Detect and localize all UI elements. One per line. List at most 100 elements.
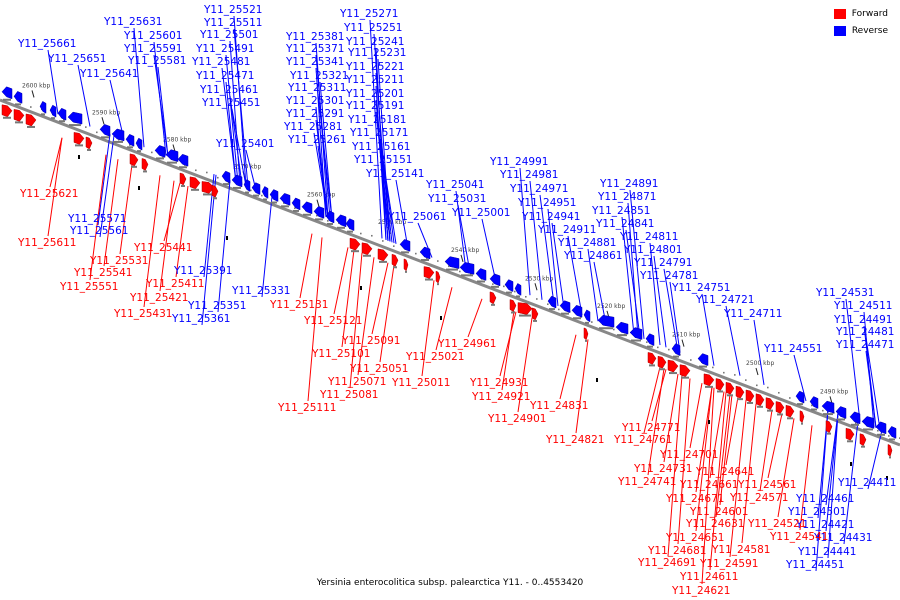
forward-gene [211,184,219,198]
reverse-leader [217,180,231,313]
forward-leader [119,164,133,255]
forward-leader [501,310,515,391]
gene-shadow [223,183,229,186]
forward-leader [767,413,783,479]
reverse-gene [795,390,805,404]
reverse-gene-label: Y11_24431 [813,532,872,544]
scale-dot [855,422,857,425]
forward-gene-label: Y11_24631 [685,518,744,530]
reverse-gene-label: Y11_25281 [283,121,342,133]
reverse-gene-label: Y11_24471 [835,339,894,351]
forward-gene [715,378,725,391]
scale-dot [756,384,758,387]
gene-shadow [393,266,397,269]
reverse-leader [867,429,883,490]
forward-gene-label: Y11_24901 [487,413,546,425]
reverse-leader [395,179,409,249]
reverse-gene-label: Y11_25311 [287,82,346,94]
reverse-gene [111,128,125,142]
gene-shadow [777,413,783,416]
forward-leader [715,393,731,518]
forward-leader [695,386,713,532]
reverse-gene-label: Y11_25501 [199,29,258,41]
reverse-gene-label: Y11_24801 [623,244,682,256]
scale-dot [888,435,890,437]
scale-dot [558,308,560,311]
reverse-gene-label: Y11_25631 [103,16,162,28]
reverse-leader [701,293,715,366]
reverse-gene [504,279,514,292]
forward-gene [349,237,361,251]
gene-shadow [167,161,177,164]
gene-shadow [179,166,187,169]
forward-gene [1,104,13,118]
tick-mark [755,367,759,376]
legend-reverse: Reverse [833,26,888,36]
reverse-gene-label: Y11_25261 [287,134,346,146]
gene-shadow [573,317,581,320]
forward-gene [703,373,715,387]
gene-shadow [649,364,655,367]
reverse-gene-label: Y11_25561 [69,225,128,237]
forward-gene-label: Y11_25071 [327,376,386,388]
gene-shadow [477,280,485,283]
tick-label: 2530 kbp [525,275,553,282]
reverse-gene-label: Y11_25351 [187,300,246,312]
forward-gene [13,109,25,122]
scale-dot [96,131,98,134]
reverse-gene-label: Y11_25251 [343,22,402,34]
reverse-gene-label: Y11_24791 [633,257,692,269]
reverse-leader [625,229,641,338]
reverse-leader [567,235,583,316]
gene-shadow [705,385,713,388]
reverse-gene [67,111,83,125]
reverse-gene-label: Y11_25141 [365,168,424,180]
reverse-leader [455,190,467,271]
forward-gene-label: Y11_24641 [695,466,754,478]
forward-gene [887,444,893,457]
gene-shadow [59,120,65,123]
scale-dot [591,321,593,323]
reverse-leader [317,93,333,220]
forward-gene [755,393,765,407]
forward-gene-label: Y11_25091 [341,335,400,347]
forward-gene-label: Y11_24961 [437,338,496,350]
gene-shadow [87,148,91,151]
reverse-gene-label: Y11_25221 [345,61,404,73]
reverse-gene [231,174,243,188]
forward-gene-label: Y11_25131 [269,299,328,311]
forward-leader [333,247,349,315]
gene-shadow [363,254,371,257]
reverse-gene-label: Y11_25641 [79,68,138,80]
tick-label: 2590 kbp [92,109,120,116]
forward-gene-label: Y11_24671 [665,493,724,505]
scale-dot [767,386,769,389]
reverse-gene-label: Y11_24851 [591,205,650,217]
reverse-leader [377,125,389,241]
reverse-gene-label: Y11_25591 [123,43,182,55]
reverse-gene-label: Y11_24421 [795,519,854,531]
forward-leader [103,159,119,267]
tick-label: 2520 kbp [597,303,625,310]
gene-shadow [101,136,109,139]
gene-shadow [113,140,123,143]
reverse-leader [201,174,217,326]
reverse-gene-label: Y11_25651 [47,53,106,65]
forward-gene [679,364,691,377]
scale-dot [426,258,428,260]
reverse-gene-label: Y11_25601 [123,30,182,42]
scale-dot [448,265,450,268]
reverse-leader [865,350,877,428]
scale-dot [327,220,329,222]
reverse-leader [669,281,681,353]
forward-gene-label: Y11_25051 [349,363,408,375]
forward-gene-label: Y11_24931 [469,377,528,389]
forward-leader [799,425,813,531]
forward-gene-label: Y11_24611 [679,571,738,583]
feature-mark [440,316,442,320]
forward-leader [379,264,395,363]
reverse-gene-label: Y11_25381 [285,31,344,43]
tick-mark [534,283,538,291]
forward-leader [421,280,435,377]
scale-dot [503,285,505,288]
